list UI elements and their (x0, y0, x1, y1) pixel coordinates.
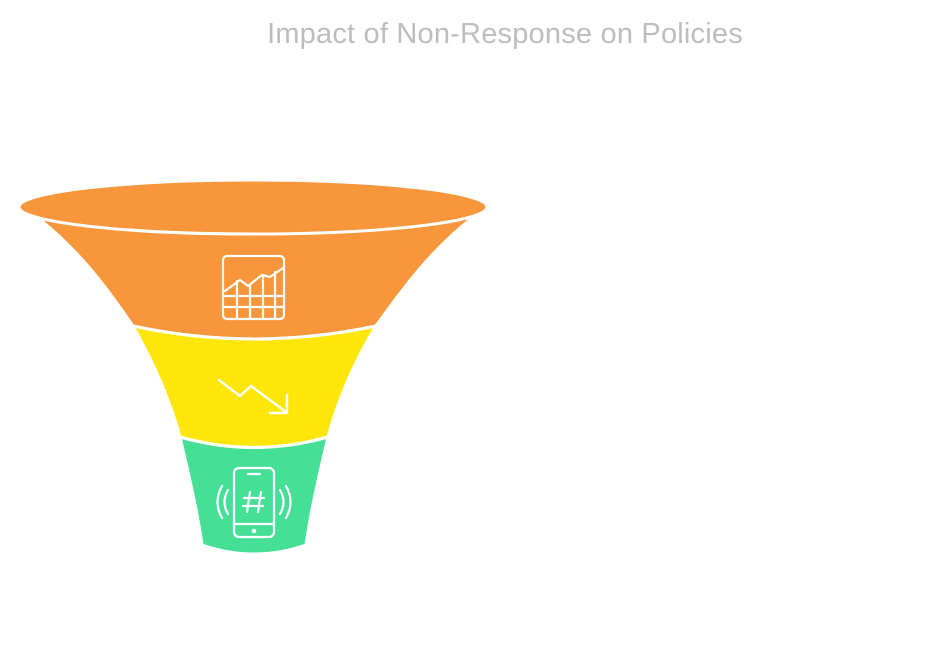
funnel-top-rim (17, 178, 489, 236)
funnel-stage-middle (130, 323, 380, 449)
diagram-title: Impact of Non-Response on Policies (267, 18, 743, 50)
funnel-stage-bottom (177, 434, 331, 556)
funnel-stage-top (17, 178, 489, 341)
funnel-stage-top-body (33, 216, 477, 341)
phone-hashtag-icon (216, 466, 292, 539)
chart-grid-icon (221, 254, 286, 321)
trend-down-icon (217, 378, 289, 415)
